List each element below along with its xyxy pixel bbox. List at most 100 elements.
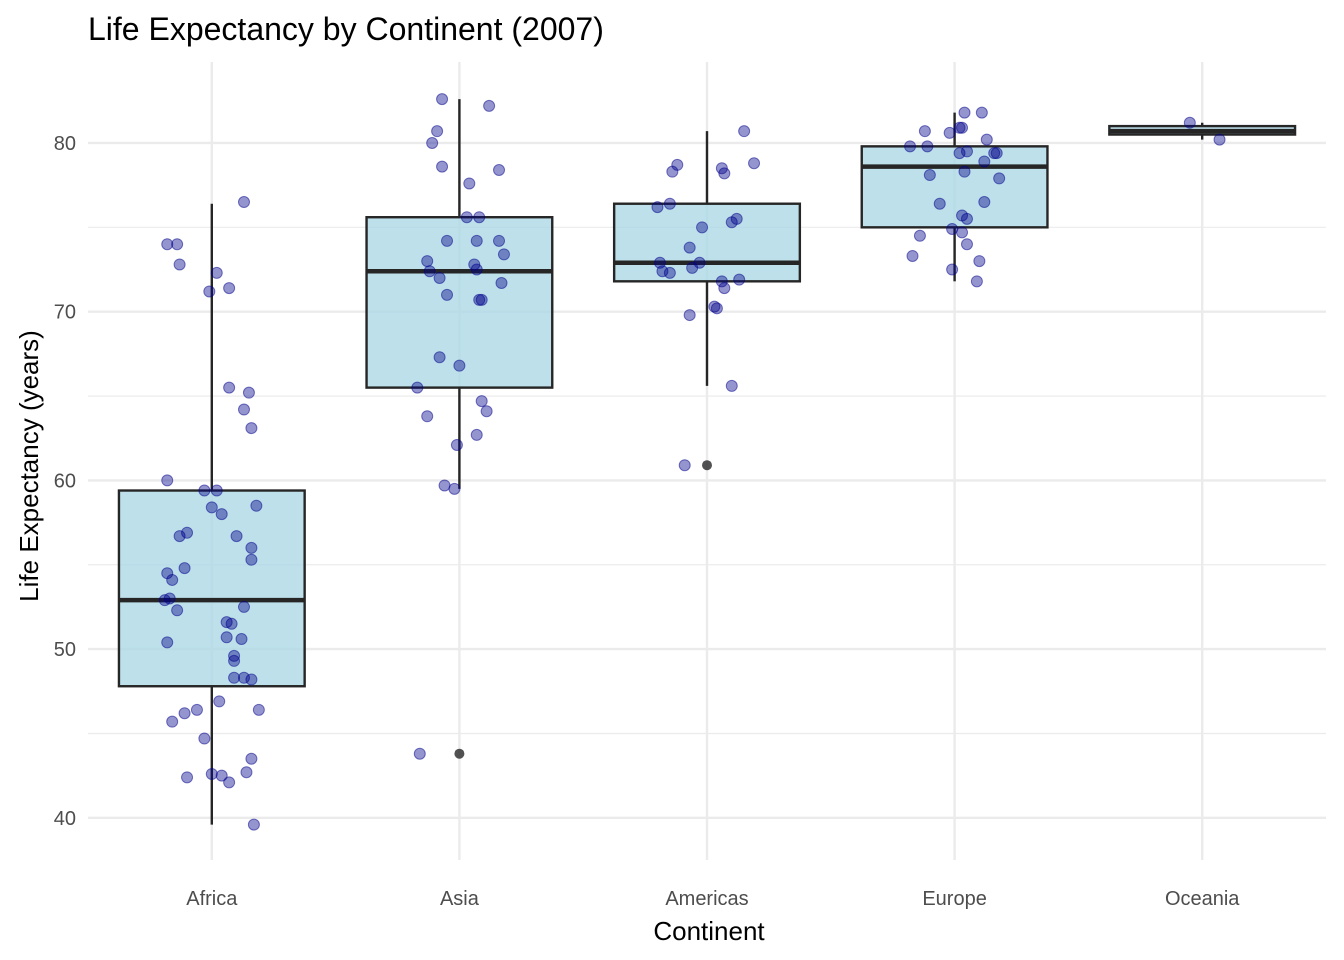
data-point <box>250 499 263 512</box>
data-point <box>913 229 926 242</box>
data-point <box>223 282 236 295</box>
data-point <box>198 484 211 497</box>
x-tick-label: Americas <box>665 888 748 910</box>
x-tick-label: Oceania <box>1165 888 1240 910</box>
data-point <box>215 769 228 782</box>
data-point <box>237 403 250 416</box>
data-point <box>237 600 250 613</box>
data-point <box>921 140 934 153</box>
data-point <box>953 147 966 160</box>
data-point <box>990 147 1003 160</box>
data-point <box>215 508 228 521</box>
data-point <box>958 106 971 119</box>
data-point <box>411 381 424 394</box>
data-point <box>421 410 434 423</box>
data-point <box>980 133 993 146</box>
data-point <box>993 172 1006 185</box>
data-point <box>171 238 184 251</box>
data-point <box>470 428 483 441</box>
data-point <box>495 277 508 290</box>
data-point <box>178 707 191 720</box>
data-point <box>433 271 446 284</box>
data-point <box>733 273 746 286</box>
data-point <box>473 211 486 224</box>
y-axis-title: Life Expectancy (years) <box>14 330 44 602</box>
data-point <box>431 125 444 138</box>
data-point <box>453 359 466 372</box>
data-point <box>210 484 223 497</box>
data-point <box>656 265 669 278</box>
box-iqr <box>365 216 554 389</box>
x-tick-label: Asia <box>440 888 480 910</box>
data-point <box>973 255 986 268</box>
data-point <box>475 293 488 306</box>
data-point <box>438 479 451 492</box>
y-tick-label: 70 <box>54 302 76 324</box>
y-tick-label: 50 <box>54 639 76 661</box>
whisker-layer <box>210 99 1204 825</box>
outlier-layer <box>454 460 712 759</box>
data-point <box>448 482 461 495</box>
data-point <box>178 562 191 575</box>
data-point <box>228 671 241 684</box>
data-point <box>493 234 506 247</box>
data-point <box>242 386 255 399</box>
data-point <box>245 673 258 686</box>
data-point <box>683 241 696 254</box>
data-point <box>450 438 463 451</box>
x-tick-label: Africa <box>186 888 238 910</box>
data-point <box>975 106 988 119</box>
outlier-point <box>454 748 465 759</box>
x-tick-labels: Africa Asia Americas Europe Oceania <box>186 888 1240 910</box>
data-point <box>960 145 973 158</box>
y-tick-label: 40 <box>54 808 76 830</box>
data-point <box>181 771 194 784</box>
data-point <box>470 263 483 276</box>
data-point <box>252 703 265 716</box>
data-point <box>933 197 946 210</box>
data-point <box>166 573 179 586</box>
jitter-point-layer <box>158 93 1226 831</box>
outlier-point <box>702 460 712 471</box>
data-point <box>970 275 983 288</box>
data-point <box>748 157 761 170</box>
data-point <box>423 265 436 278</box>
data-point <box>166 715 179 728</box>
data-point <box>943 126 956 139</box>
data-point <box>190 703 203 716</box>
data-point <box>173 258 186 271</box>
data-point <box>223 381 236 394</box>
data-point <box>738 125 751 138</box>
x-tick-label: Europe <box>922 888 987 910</box>
data-point <box>960 212 973 225</box>
y-tick-label: 80 <box>54 133 76 155</box>
data-point <box>237 196 250 209</box>
data-point <box>247 818 260 831</box>
data-point <box>245 553 258 566</box>
data-point <box>725 379 738 392</box>
data-point <box>173 530 186 543</box>
box-iqr <box>860 145 1049 229</box>
data-point <box>210 266 223 279</box>
data-point <box>436 93 449 106</box>
data-point <box>158 594 171 607</box>
data-point <box>718 167 731 180</box>
data-point <box>715 275 728 288</box>
data-point <box>228 654 241 667</box>
box-iqr <box>612 202 802 283</box>
data-point <box>223 776 236 789</box>
data-point <box>470 234 483 247</box>
data-point <box>161 474 174 487</box>
data-point <box>460 211 473 224</box>
data-point <box>463 177 476 190</box>
data-point <box>436 160 449 173</box>
data-point <box>956 121 969 134</box>
data-point <box>413 747 426 760</box>
data-point <box>245 752 258 765</box>
data-point <box>426 136 439 149</box>
y-tick-labels: 40 50 60 70 80 <box>54 133 76 830</box>
data-point <box>181 526 194 539</box>
data-point <box>956 226 969 239</box>
data-point <box>220 631 233 644</box>
